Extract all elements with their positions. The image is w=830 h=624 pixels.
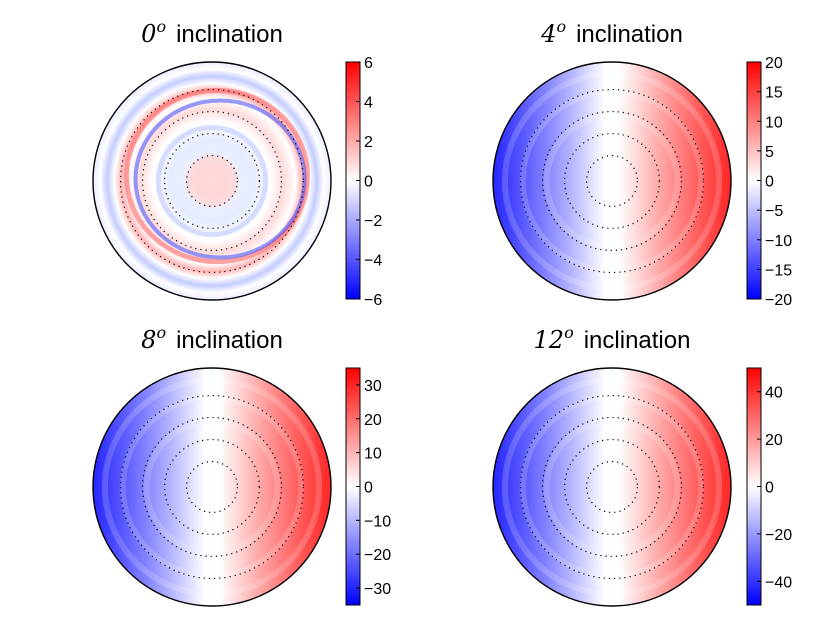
ring-texture <box>119 394 305 580</box>
dotted-ring <box>185 460 239 514</box>
colorbar-tick-label: 6 <box>364 55 373 72</box>
dotted-ring <box>141 416 283 558</box>
dotted-ring <box>585 154 639 208</box>
dotted-ring <box>119 88 305 274</box>
disk-outline <box>92 61 332 301</box>
dotted-ring <box>141 110 283 252</box>
dotted-ring <box>119 394 305 580</box>
colorbar: 20 15 10 5 0 −5 −10 −15 −20 <box>746 55 792 309</box>
ring-feature-inner <box>155 124 269 238</box>
dotted-ring <box>185 154 239 208</box>
colorbar-tick-label: 0 <box>765 480 774 497</box>
heatmap-disk <box>493 368 731 606</box>
ring-texture <box>101 376 323 598</box>
heatmap-disk <box>93 62 331 300</box>
colorbar-tick-label: 30 <box>364 378 382 395</box>
disk-outline <box>492 367 732 607</box>
colorbar-tick-label: 40 <box>765 385 783 402</box>
heatmap-disk <box>493 62 731 300</box>
panel-title: 4o inclination <box>540 17 683 48</box>
dotted-ring <box>541 110 683 252</box>
panel-2: 8o inclination 30 20 10 0 −10 −20 −30 <box>92 323 391 607</box>
title-degree: o <box>556 17 566 36</box>
colorbar-tick-label: −6 <box>364 292 382 309</box>
panel-title: 0o inclination <box>141 17 283 48</box>
ring-feature-blue <box>133 98 307 260</box>
colorbar-tick-label: −40 <box>765 574 792 591</box>
title-angle: 0 <box>141 20 156 48</box>
colorbar-tick-label: 0 <box>364 480 373 497</box>
panel-title: 8o inclination <box>141 323 283 354</box>
panel-3: 12o inclination 40 20 0 −20 −40 <box>492 323 792 607</box>
disk-outline <box>92 367 332 607</box>
heatmap-field <box>493 368 731 606</box>
colorbar-tick-label: 15 <box>765 85 783 102</box>
colorbar-tick-label: −10 <box>364 513 391 530</box>
core-feature <box>185 154 239 208</box>
colorbar-tick-label: 5 <box>765 144 774 161</box>
title-degree: o <box>156 323 166 342</box>
colorbar: 30 20 10 0 −10 −20 −30 <box>345 367 391 606</box>
colorbar-tick-label: −2 <box>364 213 382 230</box>
title-angle: 4 <box>540 20 556 48</box>
heatmap-field <box>93 368 331 606</box>
dotted-ring <box>563 438 661 536</box>
title-text: inclination <box>576 21 683 48</box>
dotted-ring <box>163 438 261 536</box>
dotted-ring <box>541 416 683 558</box>
ring-texture <box>519 88 705 274</box>
panel-1: 4o inclination 20 15 10 5 0 −5 −10 −15 −20 <box>492 17 792 309</box>
heatmap-disk <box>93 368 331 606</box>
colorbar-tick-label: 0 <box>364 174 373 191</box>
colorbar-tick-label: 4 <box>364 95 373 112</box>
title-angle: 12 <box>534 326 565 354</box>
dotted-ring <box>563 132 661 230</box>
title-text: inclination <box>584 327 691 354</box>
ring-texture <box>143 418 281 556</box>
title-degree: o <box>156 17 166 36</box>
colorbar-tick-label: −10 <box>765 233 792 250</box>
ring-texture <box>543 112 681 250</box>
dotted-ring <box>519 394 705 580</box>
colorbar-tick-label: −5 <box>765 203 783 220</box>
colorbar-tick-label: 20 <box>765 55 783 72</box>
colorbar-tick-label: 20 <box>364 412 382 429</box>
ring-feature-red <box>124 87 310 265</box>
colorbar: 40 20 0 −20 −40 <box>746 367 792 606</box>
colorbar-tick-label: 10 <box>765 114 783 131</box>
title-angle: 8 <box>141 326 156 354</box>
colorbar-tick-label: 0 <box>765 174 774 191</box>
ring-texture <box>543 418 681 556</box>
colorbar-tick-label: −20 <box>765 527 792 544</box>
ring-texture <box>519 394 705 580</box>
colorbar-tick-label: −20 <box>765 292 792 309</box>
ring-texture <box>501 376 723 598</box>
dotted-ring <box>519 88 705 274</box>
colorbar-tick-label: 10 <box>364 446 382 463</box>
colorbar: 6 4 2 0 −2 −4 −6 <box>345 55 382 309</box>
colorbar-tick-label: 20 <box>765 432 783 449</box>
colorbar-tick-label: −20 <box>364 547 391 564</box>
title-text: inclination <box>176 21 283 48</box>
colorbar-tick-label: −30 <box>364 581 391 598</box>
title-degree: o <box>564 323 574 342</box>
heatmap-field <box>493 62 731 300</box>
title-text: inclination <box>176 327 283 354</box>
dotted-ring <box>163 132 261 230</box>
panel-title: 12o inclination <box>534 323 691 354</box>
dotted-ring <box>585 460 639 514</box>
colorbar-tick-label: −4 <box>364 253 382 270</box>
disk-outline <box>492 61 732 301</box>
colorbar-tick-label: −15 <box>765 262 792 279</box>
ring-texture <box>501 70 723 292</box>
colorbar-tick-label: 2 <box>364 134 373 151</box>
